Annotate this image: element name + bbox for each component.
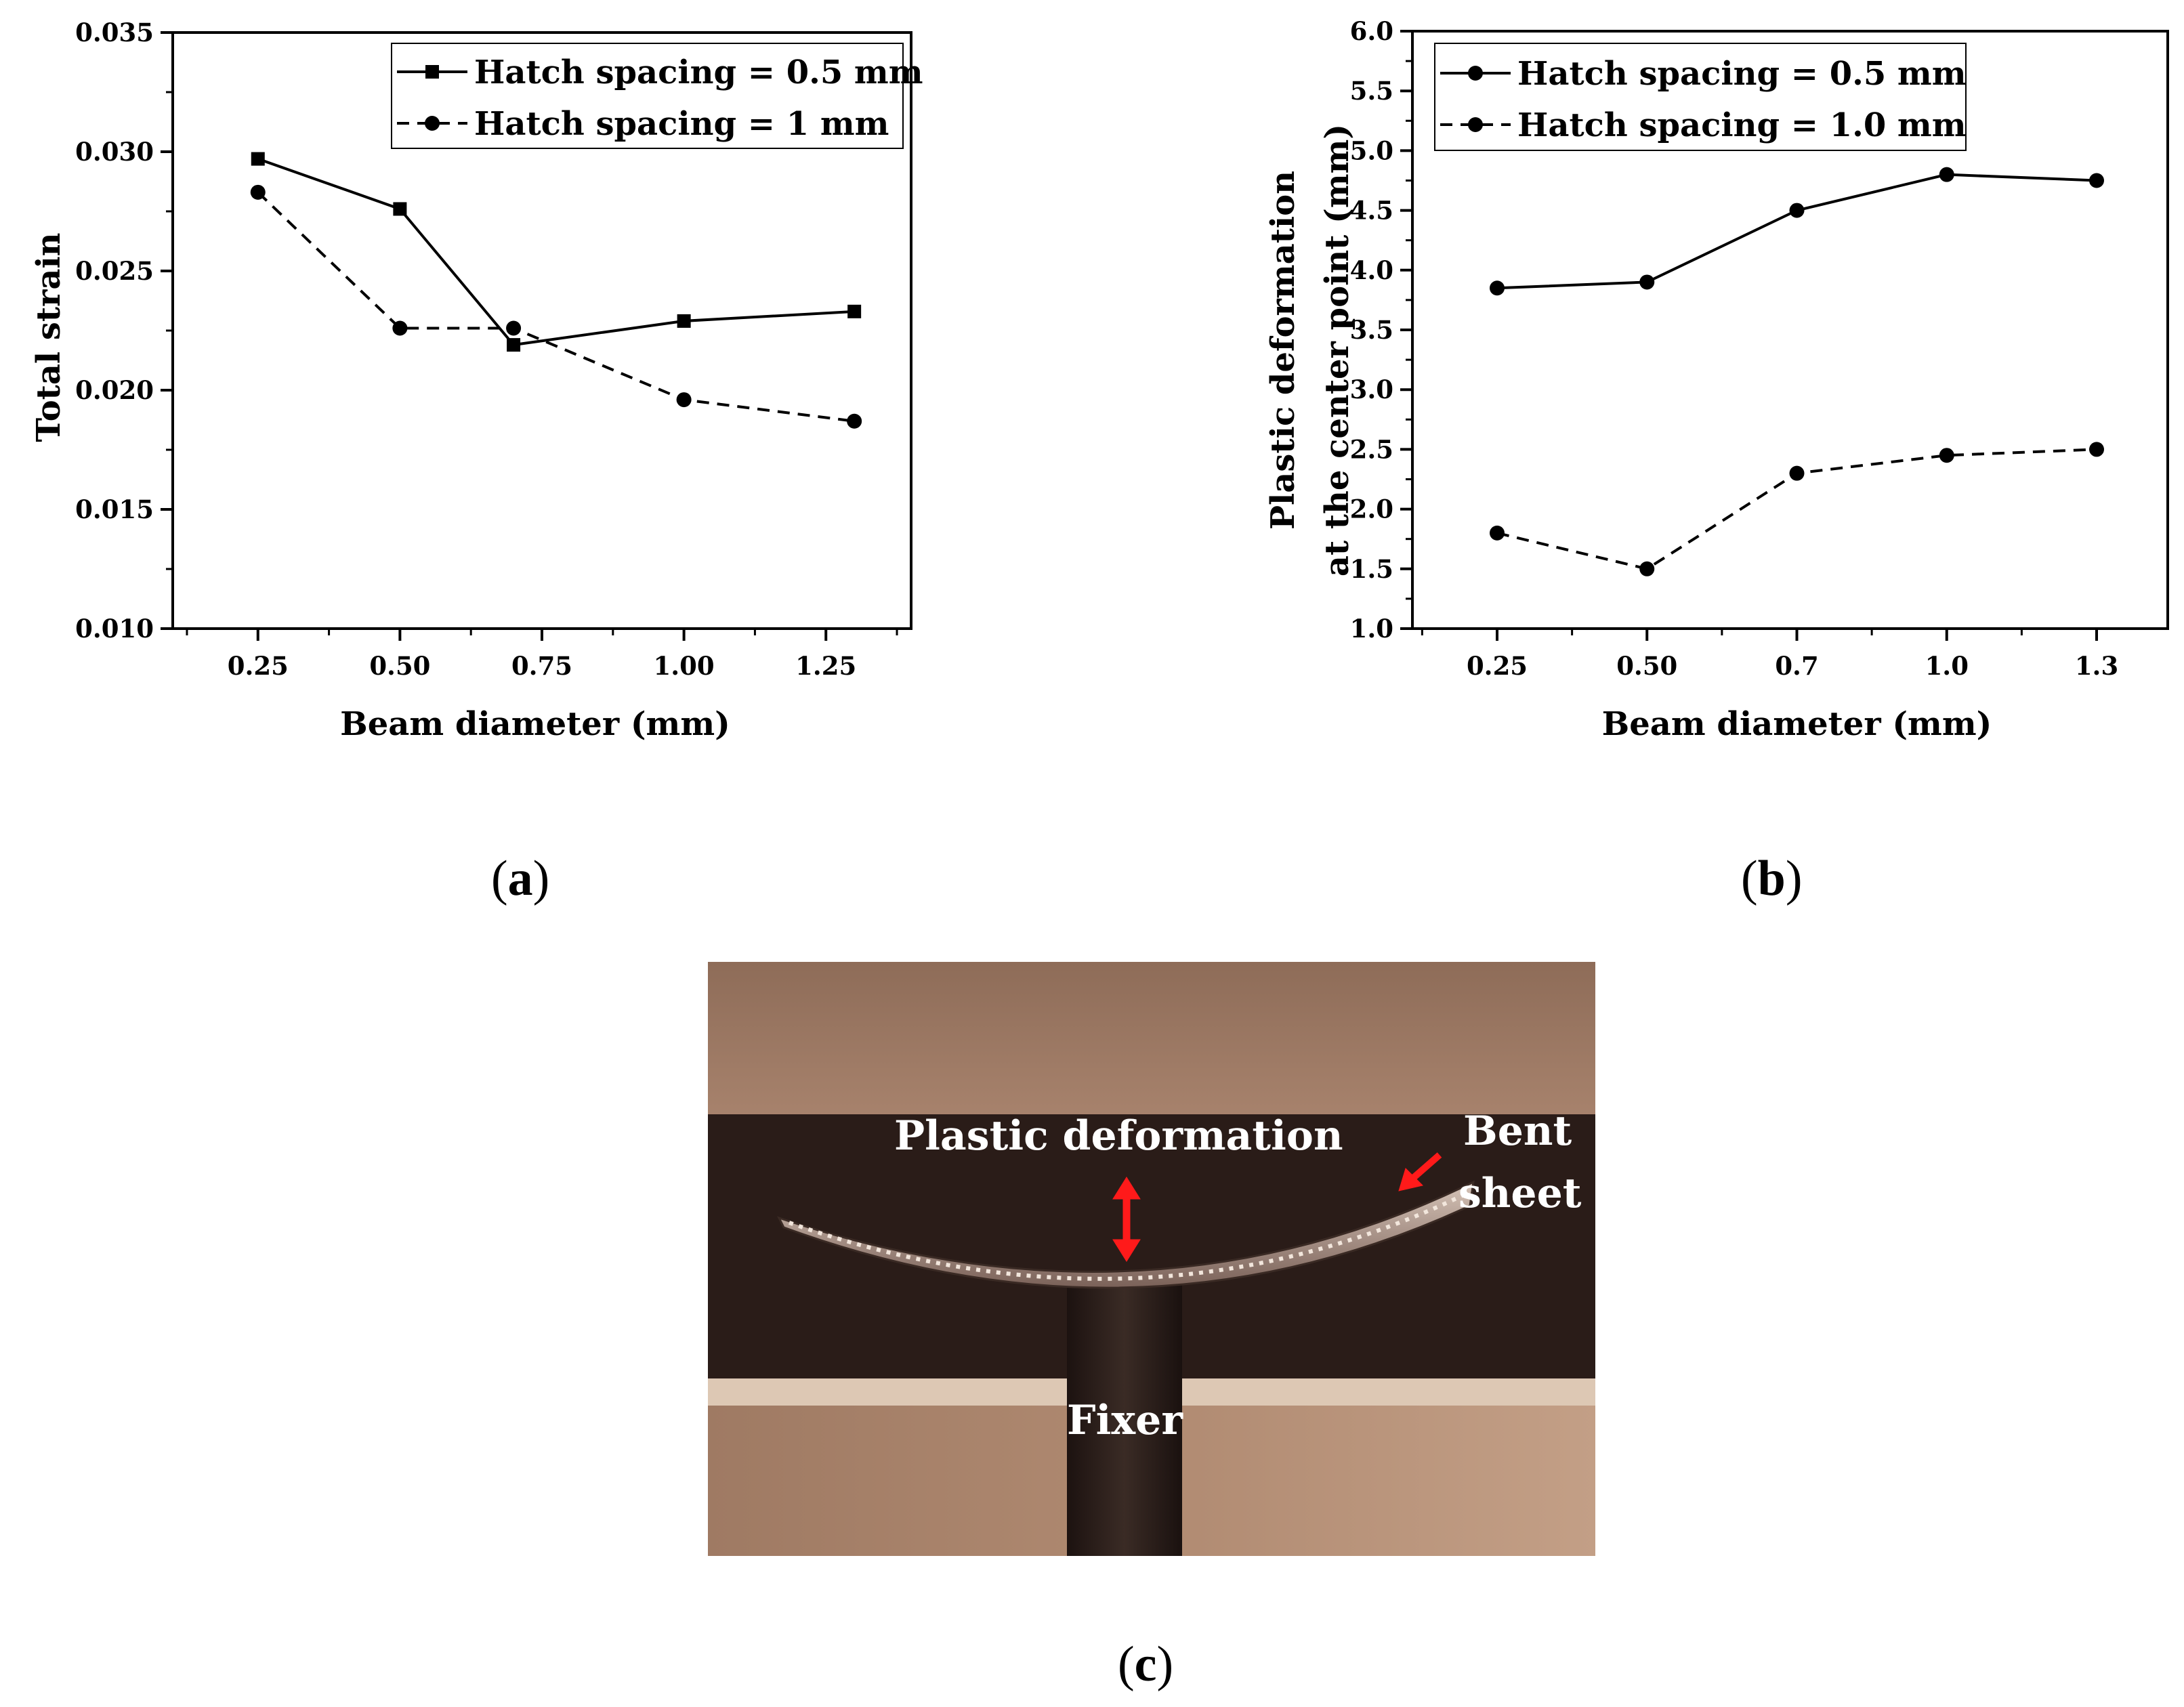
legend-box (1434, 43, 1967, 151)
panel-label-a: (a) (491, 851, 550, 906)
y-tick-label: 1.0 (1350, 614, 1393, 644)
series-1-point (1939, 167, 1954, 182)
photo-background-top (708, 962, 1595, 1121)
series-2-point (1939, 448, 1954, 463)
deformation-arrow (1112, 1177, 1141, 1262)
y-tick-label: 3.5 (1350, 315, 1393, 345)
legend-label: Hatch spacing = 1 mm (474, 105, 889, 143)
legend-label: Hatch spacing = 0.5 mm (474, 54, 923, 91)
panel-label-c: (c) (1118, 1637, 1174, 1692)
y-tick-label: 0.020 (75, 375, 154, 405)
y-tick-label: 4.5 (1350, 196, 1393, 226)
legend-marker (425, 65, 439, 79)
x-axis-title: Beam diameter (mm) (1602, 705, 1992, 743)
legend-marker (1468, 117, 1483, 132)
y-tick-label: 5.5 (1350, 76, 1393, 106)
y-tick-label: 1.5 (1350, 554, 1393, 584)
series-1-point (847, 304, 862, 318)
series-1-point (2089, 173, 2104, 188)
series-2-point (676, 392, 692, 408)
bent-label-line1: Bent (1463, 1108, 1572, 1155)
x-tick-label: 0.7 (1775, 651, 1818, 681)
series-1-point (1490, 280, 1505, 296)
series-2-point (1490, 525, 1505, 541)
y-tick-label: 2.5 (1350, 434, 1393, 464)
x-tick-label: 0.25 (1467, 651, 1528, 681)
fixer-post (1067, 1280, 1182, 1556)
fixer-label: Fixer (1067, 1397, 1183, 1444)
series-1-point (677, 314, 691, 328)
series-2-point (1789, 465, 1805, 481)
series-2-point (847, 413, 862, 429)
legend-label: Hatch spacing = 0.5 mm (1517, 55, 1967, 93)
series-2-point (2089, 442, 2104, 457)
chart-b: 1.0 1.5 2.0 2.5 3.0 3.5 4.0 4.5 5.0 5.5 6.0 0.25 0.5… (1264, 16, 2169, 743)
bent-sheet-arrow (1398, 1152, 1442, 1192)
legend-marker (1468, 66, 1483, 81)
y-axis-title-line-2: at the center point (mm) (1318, 124, 1356, 576)
y-tick-label: 5.0 (1350, 135, 1393, 165)
y-tick-label: 0.025 (75, 256, 154, 286)
bent-sheet (777, 1180, 1475, 1289)
y-axis-title: Total strain (30, 232, 68, 442)
x-tick-label: 1.3 (2075, 651, 2118, 681)
series-1-point (1789, 203, 1805, 218)
series-1-point (393, 202, 407, 216)
y-tick-label: 0.030 (75, 137, 154, 167)
x-tick-label: 0.50 (369, 651, 430, 681)
x-tick-label: 0.75 (511, 651, 572, 681)
chart-a: 0.010 0.015 0.020 0.025 0.030 0.035 0.25 0.50 0.… (30, 18, 923, 743)
panel-label-b: (b) (1741, 851, 1803, 906)
x-tick-label: 1.25 (795, 651, 856, 681)
y-axis-title-line-1: Plastic deformation (1264, 171, 1302, 530)
x-tick-label: 0.25 (228, 651, 289, 681)
series-2-point (1639, 561, 1655, 576)
series-1-point (507, 338, 521, 352)
x-tick-label: 1.0 (1925, 651, 1969, 681)
x-tick-label: 1.00 (654, 651, 715, 681)
series-1-point (1639, 274, 1655, 290)
legend-marker (425, 116, 440, 131)
y-tick-label: 0.035 (75, 18, 154, 47)
series-2-point (250, 184, 266, 200)
series-2-point (506, 320, 522, 336)
plastic-deformation-label: Plastic deformation (894, 1112, 1343, 1160)
x-axis-title: Beam diameter (mm) (340, 705, 730, 743)
legend-box (391, 43, 904, 149)
y-tick-label: 4.0 (1350, 255, 1393, 285)
x-tick-label: 0.50 (1616, 651, 1677, 681)
y-tick-label: 0.010 (75, 614, 154, 644)
y-tick-label: 0.015 (75, 494, 154, 524)
bent-label-line2: sheet (1458, 1170, 1582, 1217)
series-2-point (392, 320, 408, 336)
series-1-point (251, 152, 265, 166)
photo-panel: Plastic deformation Bent sheet Fixer (708, 962, 1595, 1556)
y-tick-label: 3.0 (1350, 375, 1393, 404)
series-1-line (1496, 173, 2097, 290)
y-tick-label: 6.0 (1350, 16, 1393, 46)
legend-label: Hatch spacing = 1.0 mm (1517, 106, 1967, 144)
y-tick-label: 2.0 (1350, 494, 1393, 524)
